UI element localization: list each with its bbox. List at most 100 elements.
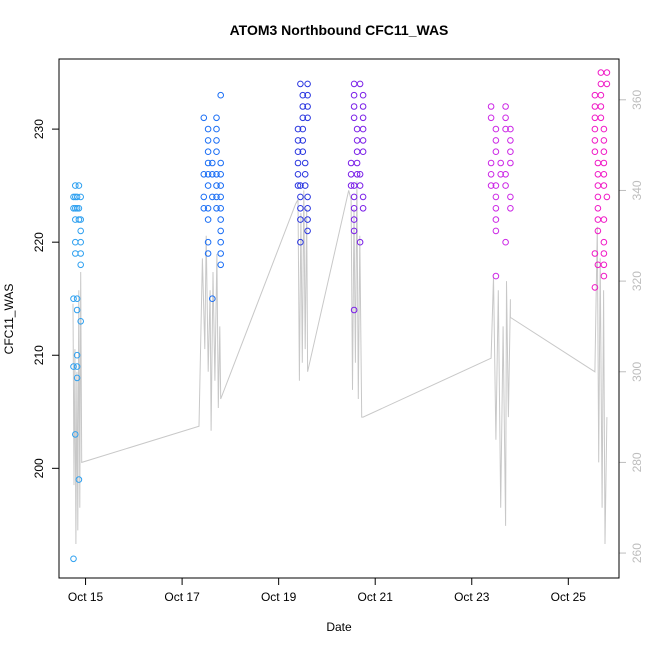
data-point: [597, 91, 605, 99]
y2-tick-label: 360: [630, 89, 644, 109]
data-point: [217, 91, 224, 99]
data-point: [70, 295, 77, 303]
data-point: [597, 114, 605, 122]
data-point: [591, 125, 599, 133]
flight-series-4: [347, 80, 367, 314]
data-point: [507, 137, 514, 144]
data-point: [350, 193, 358, 201]
data-point: [73, 363, 81, 370]
data-point: [75, 216, 83, 223]
data-point: [600, 148, 608, 155]
data-point: [297, 80, 304, 88]
data-point: [73, 295, 81, 303]
data-point: [591, 103, 599, 110]
data-point: [204, 182, 212, 189]
data-point: [204, 148, 212, 155]
data-point: [359, 205, 367, 212]
data-point: [356, 80, 364, 88]
data-point: [597, 69, 605, 76]
data-point: [213, 182, 220, 189]
data-point: [597, 103, 605, 110]
data-point: [213, 114, 220, 122]
data-point: [217, 205, 224, 212]
data-point: [507, 148, 514, 155]
data-point: [600, 238, 608, 246]
flight-series-2: [200, 91, 224, 303]
data-point: [204, 216, 212, 223]
data-point: [217, 227, 224, 235]
data-point: [350, 205, 358, 212]
plot-frame: [58, 58, 620, 579]
data-point: [600, 171, 608, 178]
data-point: [304, 205, 311, 212]
data-point: [600, 159, 608, 167]
data-point: [204, 137, 212, 144]
data-point: [507, 193, 514, 201]
data-point: [75, 476, 83, 483]
data-point: [297, 238, 304, 246]
x-tick-label: Oct 15: [68, 590, 104, 604]
data-point: [72, 182, 79, 189]
data-point: [200, 114, 208, 122]
data-point: [200, 171, 208, 178]
data-point: [487, 159, 495, 167]
data-point: [492, 125, 500, 133]
data-point: [487, 182, 495, 189]
data-point: [304, 216, 311, 223]
x-tick-label: Oct 23: [454, 590, 490, 604]
data-point: [217, 193, 224, 201]
data-point: [209, 171, 216, 178]
data-point: [502, 171, 509, 178]
data-point: [502, 182, 509, 189]
data-point: [591, 137, 599, 144]
data-point: [502, 238, 509, 246]
data-point: [213, 137, 220, 144]
data-point: [359, 114, 367, 122]
data-point: [299, 103, 307, 110]
data-point: [299, 114, 307, 122]
data-point: [356, 238, 364, 246]
data-point: [72, 193, 79, 201]
data-point: [353, 148, 361, 155]
data-point: [75, 182, 83, 189]
data-point: [73, 306, 81, 314]
data-point: [301, 171, 309, 178]
data-point: [350, 103, 358, 110]
data-point: [591, 284, 599, 291]
data-point: [213, 125, 220, 133]
data-point: [294, 171, 302, 178]
data-point: [502, 125, 509, 133]
axes-layer: Oct 15 Oct 17 Oct 19 Oct 21 Oct 23 Oct 25 200 2…: [32, 89, 644, 604]
data-point: [72, 216, 79, 223]
data-point: [353, 159, 361, 167]
data-point: [77, 318, 84, 325]
flight-series-1: [70, 182, 84, 563]
data-point: [350, 114, 358, 122]
data-point: [77, 238, 84, 246]
data-point: [600, 250, 608, 257]
data-point: [204, 125, 212, 133]
data-point: [217, 238, 224, 246]
data-point: [304, 193, 311, 201]
data-point: [204, 159, 212, 167]
data-point: [492, 272, 500, 280]
data-point: [72, 250, 79, 257]
data-point: [492, 216, 500, 223]
data-point: [301, 182, 309, 189]
data-point: [213, 148, 220, 155]
x-tick-label: Oct 17: [164, 590, 200, 604]
data-point: [294, 148, 302, 155]
data-point: [594, 182, 602, 189]
y-tick-label: 200: [32, 458, 46, 478]
data-point: [70, 555, 77, 563]
y-tick-label: 230: [32, 119, 46, 139]
data-point: [213, 205, 220, 212]
data-point: [72, 205, 79, 212]
data-point: [507, 125, 514, 133]
data-point: [597, 80, 605, 88]
data-point: [594, 171, 602, 178]
data-point: [603, 69, 611, 76]
data-point: [73, 205, 81, 212]
data-point: [591, 148, 599, 155]
data-point: [603, 193, 611, 201]
